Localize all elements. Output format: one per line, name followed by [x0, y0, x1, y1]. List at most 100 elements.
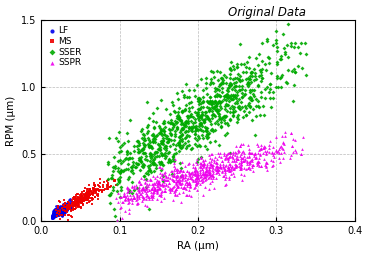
SSPR: [225, 167, 231, 171]
SSPR: [161, 196, 167, 200]
SSER: [140, 147, 146, 151]
SSPR: [148, 195, 154, 199]
SSPR: [192, 166, 198, 170]
MS: [102, 187, 107, 191]
SSER: [238, 105, 244, 109]
SSPR: [260, 151, 266, 155]
SSER: [153, 150, 159, 154]
MS: [85, 190, 91, 194]
LF: [53, 214, 59, 218]
SSER: [291, 70, 297, 74]
SSPR: [174, 183, 180, 187]
SSPR: [276, 151, 282, 155]
SSER: [151, 134, 157, 138]
SSPR: [224, 152, 230, 157]
SSPR: [146, 197, 152, 201]
SSPR: [136, 194, 142, 198]
LF: [64, 204, 70, 208]
SSPR: [233, 151, 239, 155]
SSER: [195, 107, 201, 111]
SSER: [147, 152, 153, 156]
SSPR: [252, 156, 258, 160]
SSPR: [241, 151, 247, 155]
SSPR: [241, 166, 247, 170]
SSER: [200, 95, 206, 99]
SSPR: [150, 192, 156, 197]
SSPR: [222, 172, 228, 176]
SSER: [167, 138, 173, 142]
SSPR: [195, 176, 201, 180]
SSER: [160, 127, 166, 131]
SSPR: [232, 150, 238, 154]
SSER: [218, 76, 224, 80]
SSPR: [187, 172, 193, 176]
SSPR: [232, 162, 238, 166]
MS: [70, 200, 75, 204]
LF: [49, 215, 55, 219]
SSER: [259, 76, 265, 80]
SSPR: [157, 186, 163, 190]
SSER: [295, 63, 301, 68]
SSER: [116, 130, 122, 134]
LF: [57, 212, 63, 216]
LF: [56, 210, 62, 215]
SSPR: [173, 182, 179, 186]
SSPR: [178, 168, 184, 172]
SSER: [160, 174, 166, 178]
SSPR: [222, 166, 227, 170]
SSPR: [204, 164, 210, 168]
MS: [84, 193, 89, 197]
SSPR: [204, 168, 210, 172]
SSPR: [225, 165, 231, 169]
SSER: [225, 86, 231, 90]
SSPR: [216, 168, 222, 172]
SSER: [242, 88, 248, 92]
SSER: [227, 118, 233, 122]
SSER: [217, 94, 223, 98]
SSPR: [132, 191, 138, 195]
LF: [52, 212, 58, 216]
SSER: [183, 129, 189, 133]
MS: [78, 194, 84, 198]
MS: [98, 185, 103, 189]
SSER: [163, 107, 169, 111]
SSER: [186, 126, 192, 130]
MS: [54, 211, 60, 215]
SSER: [245, 84, 251, 88]
SSPR: [156, 182, 162, 186]
SSPR: [194, 175, 200, 179]
SSPR: [130, 184, 135, 188]
SSPR: [153, 180, 159, 184]
SSER: [199, 110, 205, 114]
LF: [55, 209, 61, 213]
MS: [95, 187, 101, 191]
LF: [58, 211, 64, 215]
MS: [85, 196, 91, 200]
SSER: [145, 130, 151, 134]
SSPR: [245, 166, 251, 170]
MS: [106, 185, 112, 189]
MS: [77, 199, 83, 203]
SSPR: [156, 180, 162, 185]
SSER: [201, 100, 206, 104]
MS: [74, 204, 79, 208]
SSER: [237, 88, 243, 92]
LF: [52, 208, 57, 212]
SSPR: [273, 150, 279, 154]
SSER: [234, 93, 240, 97]
SSER: [214, 102, 220, 106]
SSPR: [200, 193, 206, 197]
SSPR: [254, 160, 260, 164]
MS: [79, 199, 85, 203]
SSPR: [125, 197, 131, 201]
SSER: [194, 113, 200, 117]
LF: [51, 214, 57, 218]
SSER: [208, 77, 214, 81]
SSER: [141, 145, 146, 149]
SSER: [178, 118, 184, 122]
SSPR: [207, 172, 213, 176]
LF: [51, 212, 57, 216]
SSER: [224, 89, 230, 93]
LF: [58, 208, 64, 212]
MS: [87, 193, 93, 197]
